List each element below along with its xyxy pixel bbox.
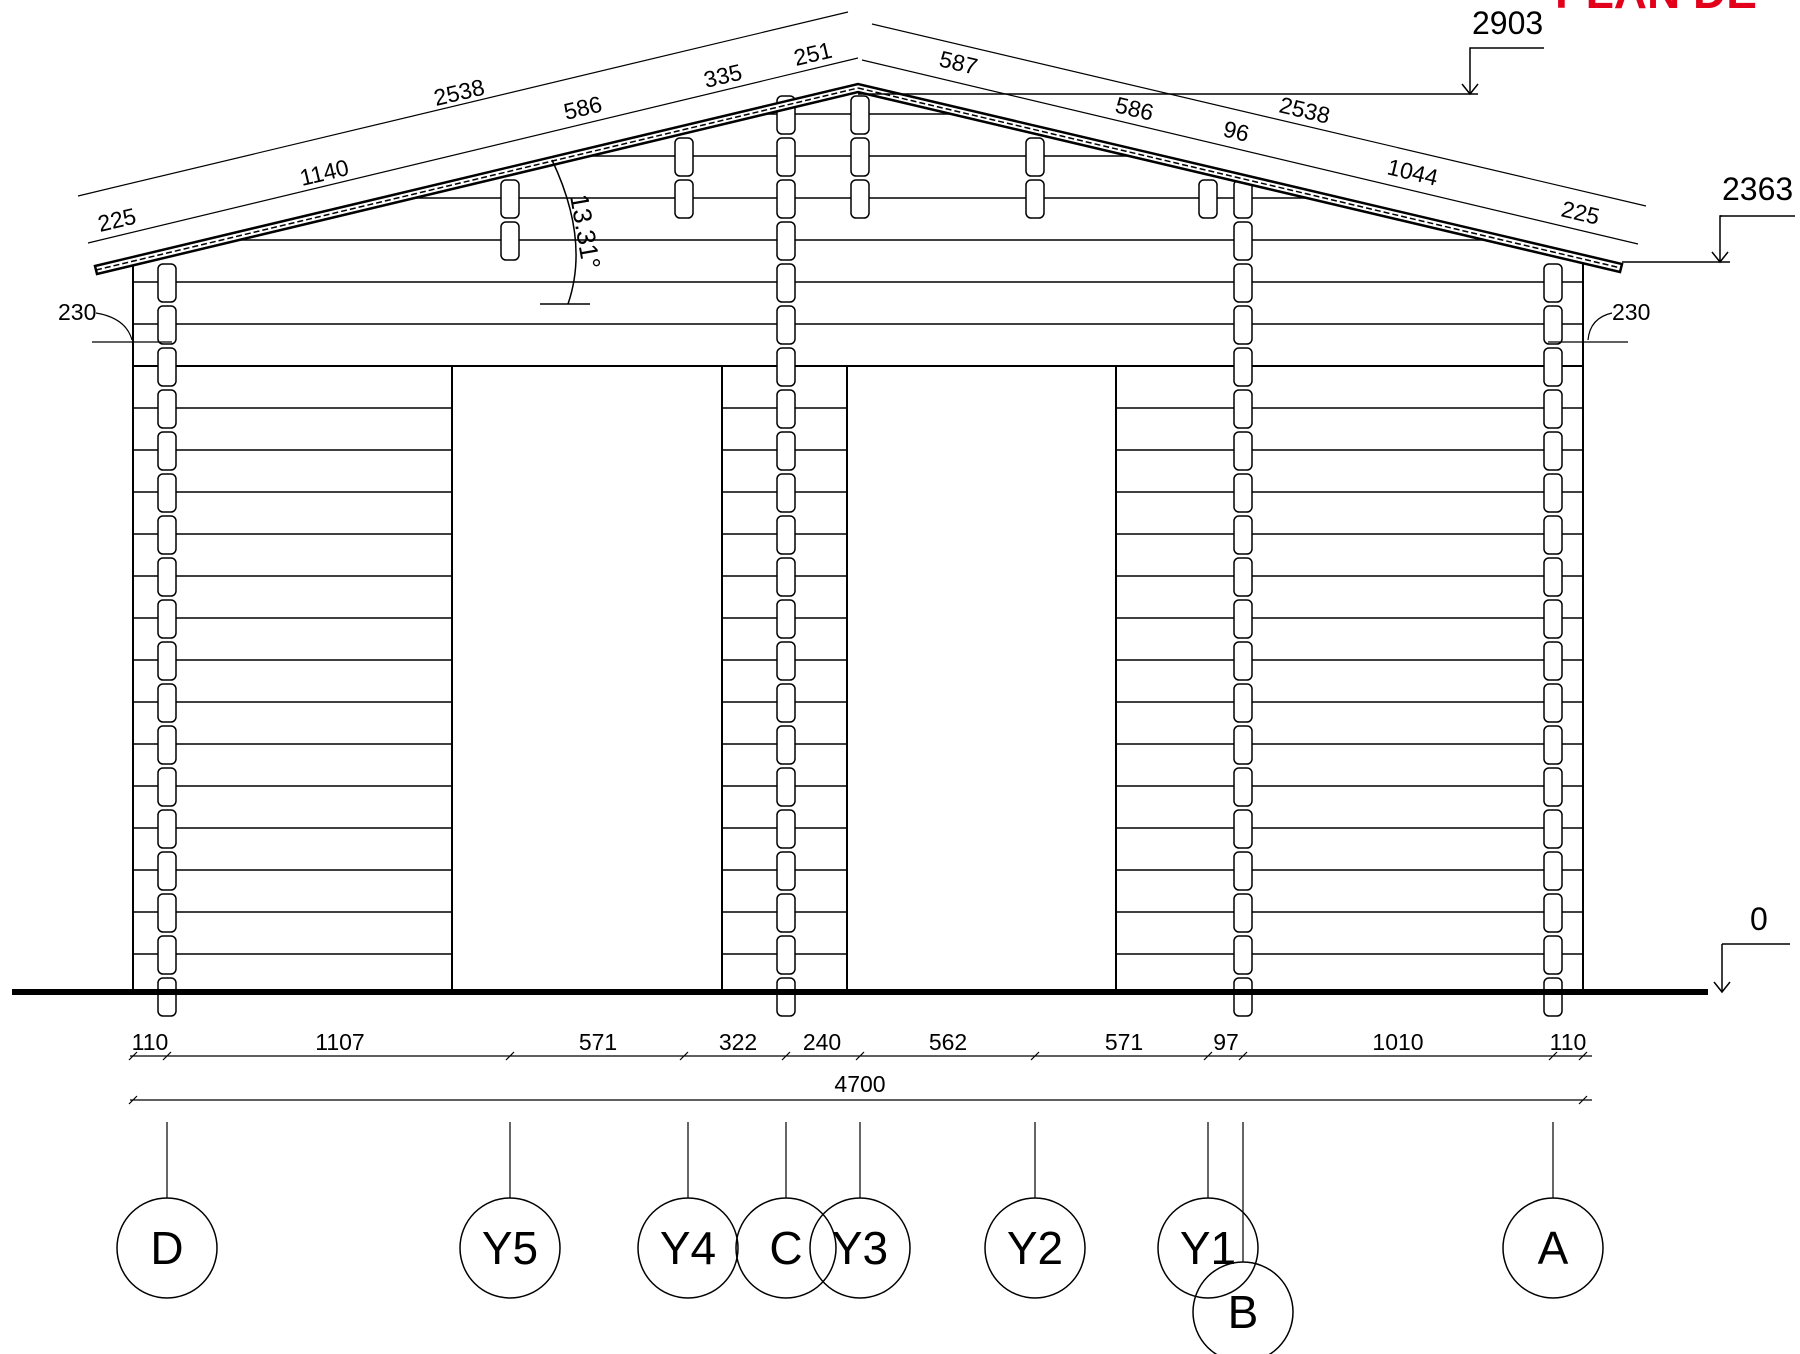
svg-text:2903: 2903 (1472, 5, 1543, 41)
axis-y5: Y5 (459, 1122, 561, 1299)
roof-dimensions-right: 2538 587 586 96 1044 225 (861, 23, 1647, 245)
svg-text:2538: 2538 (431, 74, 487, 111)
drawing-title: PLAN DE (1555, 0, 1757, 18)
svg-text:2363: 2363 (1722, 171, 1793, 207)
bottom-dim-label: 322 (719, 1029, 757, 1055)
axis-label: C (769, 1222, 802, 1274)
axis-a: A (1502, 1122, 1604, 1299)
roof-left-seg-4: 335 (701, 59, 744, 93)
svg-text:2538: 2538 (1277, 92, 1333, 129)
axis-label: Y5 (482, 1222, 538, 1274)
roof-left-seg-3: 586 (561, 91, 604, 125)
axis-d: D (116, 1122, 218, 1299)
overhang-dimension-left: 230 (58, 299, 172, 343)
roof-right-seg-5: 225 (1559, 196, 1602, 230)
roof-right-seg-3: 96 (1221, 116, 1252, 147)
axis-b: B (1192, 1122, 1294, 1354)
axis-y2: Y2 (984, 1122, 1086, 1299)
building-elevation (132, 95, 1584, 1017)
level-marker-ground: 0 (1713, 901, 1790, 994)
level-marker-eave: 2363 (1622, 171, 1795, 264)
bottom-dim-label: 562 (929, 1029, 967, 1055)
bottom-dim-label: 97 (1213, 1029, 1239, 1055)
bottom-dim-label: 240 (803, 1029, 841, 1055)
roof-right-seg-1: 587 (937, 46, 980, 80)
roof-right-seg-4: 1044 (1385, 154, 1441, 191)
svg-text:13.31°: 13.31° (564, 192, 607, 272)
axis-label: Y1 (1180, 1222, 1236, 1274)
level-marker-ridge: 2903 (858, 5, 1544, 96)
bottom-dimension-chain: 4700 110 1107 571 322 240 562 571 97 1010 110 (128, 1029, 1592, 1105)
roof-left-seg-1: 225 (95, 203, 138, 237)
axis-label: Y2 (1007, 1222, 1063, 1274)
roof-dimensions-left: 2538 225 1140 586 335 251 (77, 11, 859, 244)
total-width-label: 4700 (834, 1071, 885, 1097)
svg-text:0: 0 (1750, 901, 1768, 937)
log-end-stacks (157, 95, 1563, 1017)
axis-y3: Y3 (809, 1122, 911, 1299)
bottom-dim-label: 1010 (1372, 1029, 1423, 1055)
axis-label: D (150, 1222, 183, 1274)
bottom-dim-label: 110 (132, 1029, 169, 1055)
axis-y1: Y1 (1157, 1122, 1259, 1299)
bottom-dim-label: 571 (1105, 1029, 1143, 1055)
axis-label: Y4 (660, 1222, 716, 1274)
bottom-dim-label: 571 (579, 1029, 617, 1055)
overhang-dimension-right: 230 (1548, 299, 1650, 343)
svg-text:230: 230 (58, 299, 96, 325)
axis-c: C (735, 1122, 837, 1299)
axis-label: B (1228, 1286, 1259, 1338)
wall-log-lines (133, 407, 1583, 955)
bottom-dim-label: 1107 (315, 1029, 364, 1055)
bottom-dim-label: 110 (1550, 1029, 1587, 1055)
axis-y4: Y4 (637, 1122, 739, 1299)
svg-text:230: 230 (1612, 299, 1650, 325)
axis-label: A (1538, 1222, 1569, 1274)
axis-label: Y3 (832, 1222, 888, 1274)
roof (93, 82, 1624, 276)
grid-axes: D Y5 Y4 C Y3 Y2 Y1 B A (116, 1122, 1604, 1354)
roof-left-seg-2: 1140 (297, 154, 351, 191)
